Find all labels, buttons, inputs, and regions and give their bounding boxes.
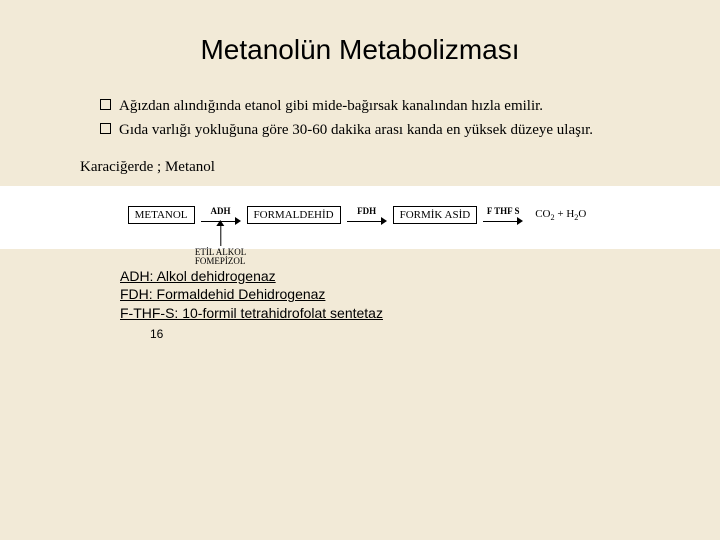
legend-line: F-THF-S: 10-formil tetrahidrofolat sente… xyxy=(120,304,720,323)
bullet-item: Ağızdan alındığında etanol gibi mide-bağ… xyxy=(100,96,660,116)
arrow-right-icon xyxy=(347,217,387,225)
arrow-right-icon xyxy=(483,217,523,225)
legend-line: FDH: Formaldehid Dehidrogenaz xyxy=(120,285,720,304)
bullet-list: Ağızdan alındığında etanol gibi mide-bağ… xyxy=(0,96,720,141)
pathway-node-formik-asid: FORMİK ASİD xyxy=(393,206,478,224)
bullet-text: Gıda varlığı yokluğuna göre 30-60 dakika… xyxy=(119,120,593,140)
pathway-node-co2-h2o: CO2 + H2O xyxy=(529,206,592,224)
bullet-box-icon xyxy=(100,99,111,110)
pathway-diagram: METANOL ADH ETİL ALKOL FOMEPİZOL FORMALD… xyxy=(0,186,720,249)
slide-title: Metanolün Metabolizması xyxy=(0,0,720,96)
legend-line: ADH: Alkol dehidrogenaz xyxy=(120,267,720,286)
edge-label: FDH xyxy=(357,206,376,216)
inhibitor-label: ETİL ALKOL FOMEPİZOL xyxy=(195,248,246,268)
bullet-item: Gıda varlığı yokluğuna göre 30-60 dakika… xyxy=(100,120,660,140)
bullet-text: Ağızdan alındığında etanol gibi mide-bağ… xyxy=(119,96,543,116)
edge-label: F THF S xyxy=(487,206,520,216)
inhibitor-group: ETİL ALKOL FOMEPİZOL xyxy=(195,220,246,268)
pathway-edge-fdh: FDH xyxy=(347,206,387,225)
subheading: Karaciğerde ; Metanol xyxy=(0,159,720,176)
page-number: 16 xyxy=(0,327,720,341)
arrow-up-icon xyxy=(217,220,225,246)
pathway-node-formaldehid: FORMALDEHİD xyxy=(247,206,341,224)
bullet-box-icon xyxy=(100,123,111,134)
edge-label: ADH xyxy=(211,206,231,216)
pathway-edge-fthfs: F THF S xyxy=(483,206,523,225)
pathway-node-metanol: METANOL xyxy=(128,206,195,224)
pathway-edge-adh: ADH ETİL ALKOL FOMEPİZOL xyxy=(201,206,241,225)
legend: ADH: Alkol dehidrogenaz FDH: Formaldehid… xyxy=(0,267,720,324)
